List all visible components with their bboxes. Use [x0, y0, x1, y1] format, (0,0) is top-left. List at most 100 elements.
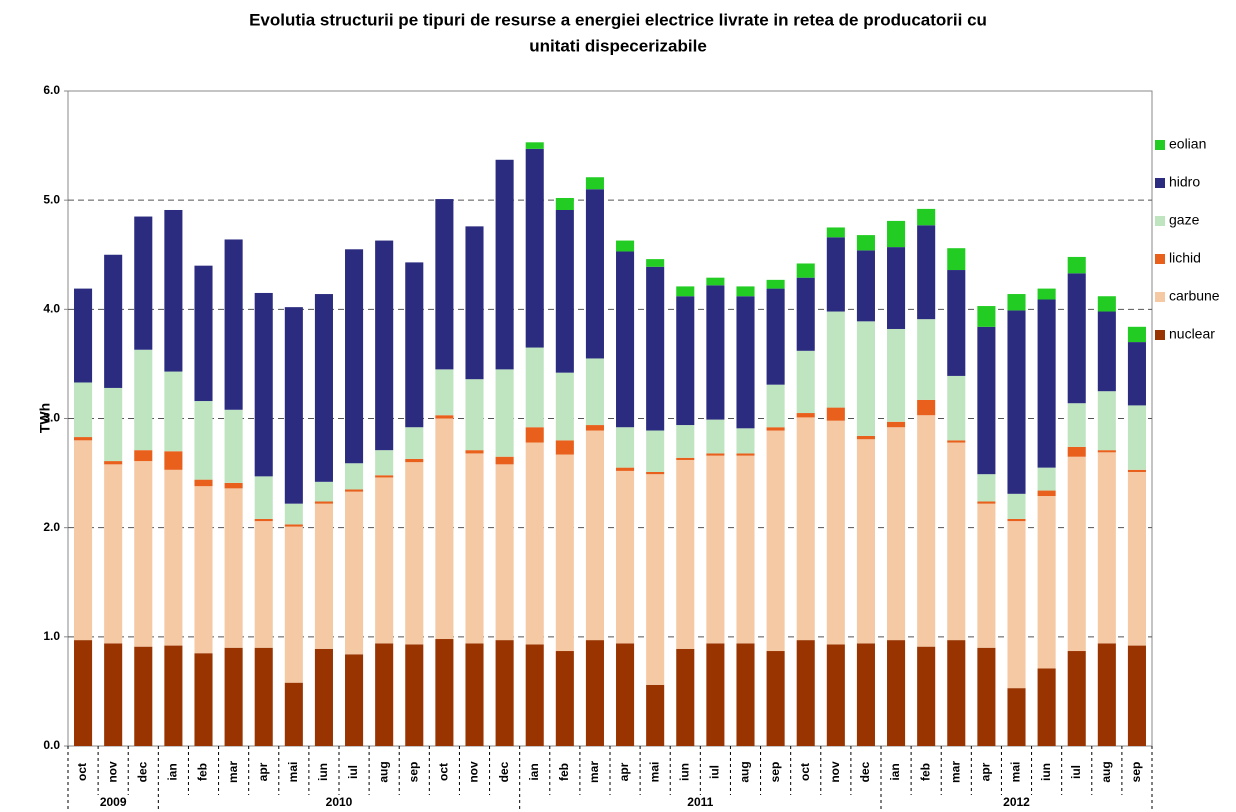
bar-segment — [224, 482, 243, 489]
bar-segment — [254, 292, 273, 477]
bar-segment — [706, 643, 725, 746]
bar-segment — [465, 450, 484, 454]
legend-swatch — [1155, 254, 1165, 264]
bar-segment — [495, 456, 514, 465]
bar-segment — [977, 503, 996, 648]
bar-segment — [254, 518, 273, 522]
bar-segment — [405, 262, 424, 428]
bar-segment — [495, 640, 514, 746]
bar-segment — [616, 467, 635, 471]
bar-segment — [1127, 471, 1146, 646]
bar-segment — [887, 640, 906, 746]
legend-label: hidro — [1169, 174, 1200, 190]
bar-segment — [585, 640, 604, 746]
chart-title: unitati dispecerizabile — [529, 36, 707, 55]
bar-segment — [1007, 310, 1026, 494]
bar-segment — [796, 417, 815, 641]
bar-segment — [826, 311, 845, 408]
bar-segment — [1007, 518, 1026, 522]
bar-segment — [1127, 326, 1146, 343]
bar-segment — [676, 457, 695, 460]
x-tick-label: mai — [647, 762, 661, 783]
bar-segment — [1127, 405, 1146, 470]
bar-segment — [164, 469, 183, 646]
bar-segment — [525, 347, 544, 428]
bar-segment — [977, 501, 996, 504]
bar-segment — [1097, 450, 1116, 453]
bar-segment — [104, 643, 123, 746]
bar-segment — [1007, 294, 1026, 311]
x-tick-label: iun — [1039, 763, 1053, 781]
x-tick-label: nov — [105, 761, 119, 783]
bar-segment — [887, 247, 906, 329]
bar-segment — [977, 306, 996, 327]
x-tick-label: iun — [677, 763, 691, 781]
x-tick-label: ian — [166, 763, 180, 780]
bar-segment — [1067, 446, 1086, 457]
bar-segment — [646, 474, 665, 685]
bar-segment — [104, 254, 123, 388]
legend-swatch — [1155, 292, 1165, 302]
bar-segment — [1037, 490, 1056, 497]
bar-segment — [766, 288, 785, 385]
bar-segment — [917, 208, 936, 226]
bar-segment — [284, 526, 303, 683]
bar-segment — [164, 645, 183, 746]
bar-segment — [676, 648, 695, 746]
bar-segment — [585, 358, 604, 426]
bar-segment — [164, 209, 183, 372]
x-tick-label: sep — [1129, 762, 1143, 783]
x-tick-label: aug — [376, 761, 390, 782]
bar-segment — [706, 277, 725, 286]
bar-segment — [1127, 342, 1146, 406]
bar-segment — [585, 425, 604, 431]
bar-segment — [314, 481, 333, 502]
y-tick-label: 0.0 — [43, 738, 60, 752]
bar-segment — [947, 270, 966, 376]
bar-segment — [314, 648, 333, 746]
bar-segment — [826, 644, 845, 746]
bar-segment — [525, 442, 544, 645]
x-tick-label: nov — [828, 761, 842, 783]
bar-segment — [134, 349, 153, 451]
bar-segment — [555, 440, 574, 455]
bar-segment — [345, 249, 364, 464]
x-tick-label: oct — [75, 763, 89, 781]
bar-segment — [706, 419, 725, 454]
bar-segment — [887, 328, 906, 422]
year-label: 2011 — [687, 795, 713, 809]
bar-segment — [706, 453, 725, 456]
x-tick-label: iul — [708, 765, 722, 779]
bar-segment — [555, 209, 574, 373]
x-tick-label: ian — [888, 763, 902, 780]
x-tick-label: oct — [437, 763, 451, 781]
bar-segment — [284, 503, 303, 525]
bar-segment — [465, 379, 484, 451]
bar-segment — [1037, 467, 1056, 491]
bar-segment — [465, 226, 484, 380]
legend-swatch — [1155, 140, 1165, 150]
x-tick-label: dec — [858, 761, 872, 782]
chart-title: Evolutia structurii pe tipuri de resurse… — [249, 10, 987, 29]
bar-segment — [676, 296, 695, 426]
legend-label: eolian — [1169, 136, 1206, 152]
bar-segment — [435, 369, 454, 416]
year-label: 2009 — [100, 795, 127, 809]
bar-segment — [1067, 256, 1086, 274]
bar-segment — [1007, 521, 1026, 689]
bar-segment — [585, 189, 604, 359]
bar-segment — [736, 296, 755, 429]
year-label: 2012 — [1003, 795, 1030, 809]
bar-segment — [856, 321, 875, 436]
bar-segment — [736, 453, 755, 456]
bar-segment — [224, 488, 243, 648]
legend-label: gaze — [1169, 212, 1200, 228]
x-tick-label: iun — [316, 763, 330, 781]
bar-segment — [74, 437, 93, 441]
y-tick-label: 4.0 — [43, 302, 60, 316]
bar-segment — [194, 486, 213, 654]
bar-segment — [1127, 469, 1146, 472]
bar-segment — [314, 501, 333, 504]
